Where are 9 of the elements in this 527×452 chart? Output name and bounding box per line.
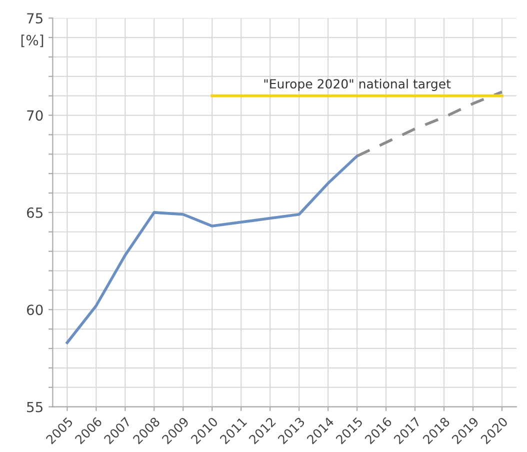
y-tick-label: 75 bbox=[27, 13, 42, 24]
y-tick-label: 70 bbox=[27, 110, 43, 121]
line-series bbox=[356, 90, 504, 158]
line-series bbox=[66, 154, 358, 344]
series-label: "Europe 2020" national target bbox=[264, 78, 451, 91]
y-tick-label: 65 bbox=[26, 207, 42, 218]
y-tick-label: 60 bbox=[26, 304, 43, 316]
y-axis-title: [%] bbox=[21, 34, 44, 48]
y-tick-label: 55 bbox=[27, 402, 42, 412]
